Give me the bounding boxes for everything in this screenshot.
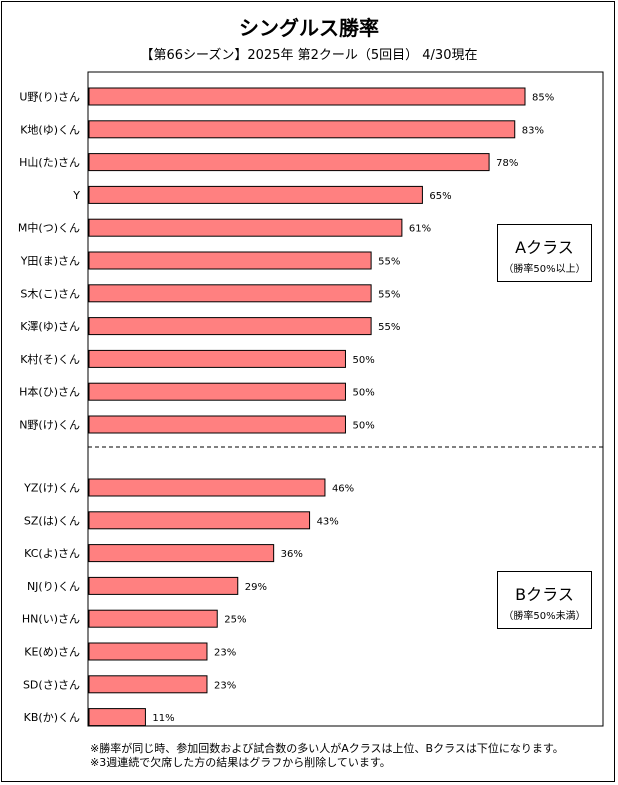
bar xyxy=(88,218,403,237)
bar xyxy=(88,609,218,628)
data-label: 55% xyxy=(378,257,400,268)
category-label: K澤(ゆ)さん xyxy=(20,320,80,333)
class-b-note: （勝率50%未満） xyxy=(503,611,586,622)
category-label: K村(そ)くん xyxy=(20,352,80,366)
category-label: N野(け)くん xyxy=(19,419,80,432)
chart-subtitle: 【第66シーズン】2025年 第2クール（5回目） 4/30現在 xyxy=(140,48,478,63)
bar xyxy=(88,544,275,563)
data-label: 50% xyxy=(352,355,374,366)
bar xyxy=(88,478,326,497)
data-label: 65% xyxy=(429,191,451,202)
footnote-2: ※3週連続で欠席した方の結果はグラフから削除しています。 xyxy=(90,756,391,769)
category-label: M中(つ)くん xyxy=(18,222,80,235)
category-label: Y田(ま)さん xyxy=(20,255,80,268)
data-label: 43% xyxy=(317,516,339,527)
class-a-note: （勝率50%以上） xyxy=(503,264,586,275)
category-label: KE(め)さん xyxy=(24,646,80,659)
bar xyxy=(88,675,208,694)
plot-area xyxy=(87,71,604,727)
data-label: 85% xyxy=(532,93,554,104)
footnotes: ※勝率が同じ時、参加回数および試合数の多い人がAクラスは上位、Bクラスは下位にな… xyxy=(90,742,564,770)
category-label: H本(ひ)さん xyxy=(19,385,80,399)
data-label: 83% xyxy=(522,125,544,136)
category-label: U野(り)さん xyxy=(19,91,80,104)
bar xyxy=(88,120,516,139)
category-label: K地(ゆ)くん xyxy=(20,123,80,136)
data-label: 61% xyxy=(409,224,431,235)
category-label: KC(よ)さん xyxy=(24,547,80,560)
bar xyxy=(88,576,239,595)
category-label: NJ(り)くん xyxy=(27,580,80,593)
class-b-box: Bクラス （勝率50%未満） xyxy=(497,571,592,629)
data-label: 11% xyxy=(152,713,174,724)
category-label: KB(か)くん xyxy=(24,711,80,724)
bar xyxy=(88,415,346,434)
data-label: 25% xyxy=(224,615,246,626)
class-a-label: Aクラス xyxy=(515,238,574,257)
class-b-label: Bクラス xyxy=(515,585,574,604)
chart-title: シングルス勝率 xyxy=(239,16,379,40)
footnote-1: ※勝率が同じ時、参加回数および試合数の多い人がAクラスは上位、Bクラスは下位にな… xyxy=(90,742,564,755)
category-label: HN(い)さん xyxy=(22,613,80,626)
bar xyxy=(88,185,423,204)
bar xyxy=(88,642,208,661)
bar xyxy=(88,317,372,336)
category-label: SZ(は)くん xyxy=(24,514,80,527)
data-label: 36% xyxy=(281,549,303,560)
data-label: 23% xyxy=(214,648,236,659)
category-label: H山(た)さん xyxy=(19,156,80,169)
bar xyxy=(88,511,311,530)
bar xyxy=(88,382,346,401)
class-a-box: Aクラス （勝率50%以上） xyxy=(497,224,592,282)
bar xyxy=(88,251,372,270)
bar xyxy=(88,284,372,303)
data-label: 29% xyxy=(245,582,267,593)
bar xyxy=(88,87,526,106)
bar xyxy=(88,349,346,368)
data-label: 55% xyxy=(378,289,400,300)
bar xyxy=(88,708,146,727)
data-label: 55% xyxy=(378,322,400,333)
data-label: 50% xyxy=(352,421,374,432)
data-label: 46% xyxy=(332,484,354,495)
category-label: YZ(け)くん xyxy=(23,482,80,495)
data-label: 78% xyxy=(496,158,518,169)
data-label: 50% xyxy=(352,388,374,399)
data-label: 23% xyxy=(214,680,236,691)
category-label: S木(こ)さん xyxy=(20,287,80,300)
category-label: SD(さ)さん xyxy=(23,678,80,691)
bar xyxy=(88,153,490,172)
category-label: Y xyxy=(72,189,80,202)
